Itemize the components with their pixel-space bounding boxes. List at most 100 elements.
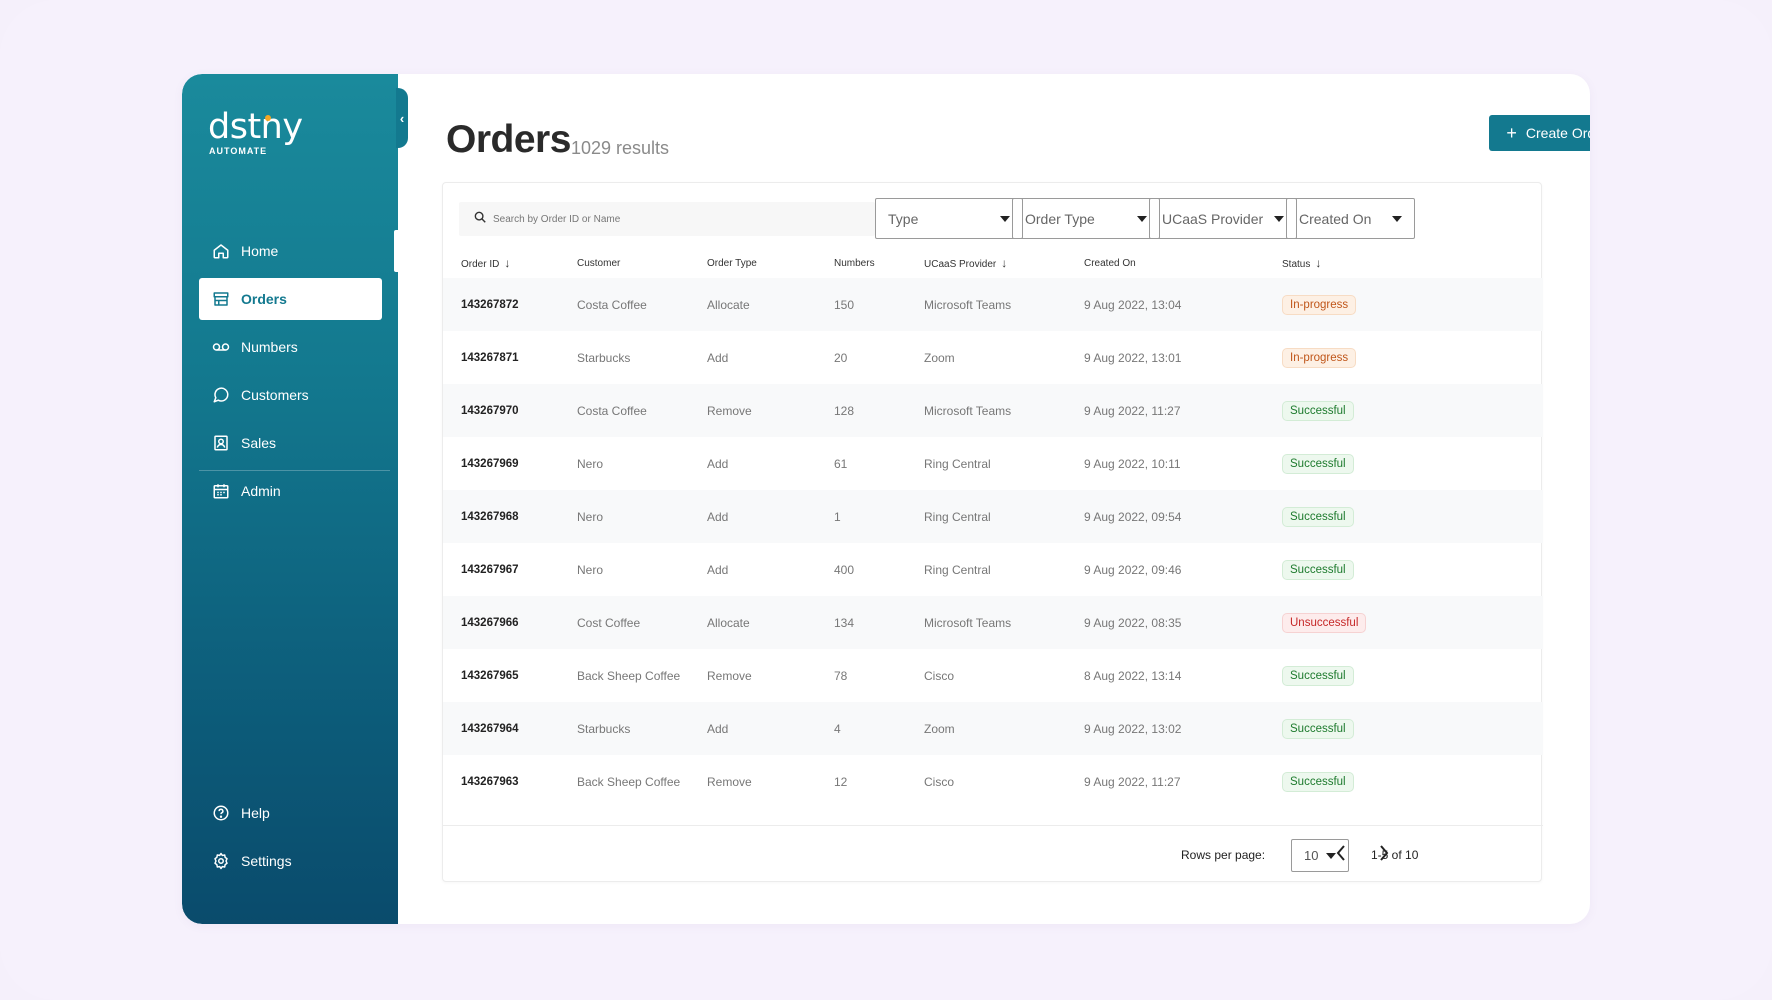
- column-header-label: Customer: [577, 257, 621, 269]
- column-header[interactable]: Status ↓: [1264, 248, 1543, 278]
- sidebar-item-settings[interactable]: Settings: [199, 840, 382, 882]
- status-cell: Successful: [1264, 490, 1543, 543]
- sidebar-item-label: Orders: [241, 291, 287, 307]
- status-cell: Successful: [1264, 437, 1543, 490]
- calendar-icon: [211, 481, 231, 501]
- status-cell: Successful: [1264, 543, 1543, 596]
- order-type-cell: Add: [707, 456, 729, 471]
- customer-cell: Starbucks: [559, 702, 689, 755]
- numbers-cell: 78: [834, 668, 848, 683]
- page-title: Orders: [446, 118, 571, 161]
- sidebar-item-orders[interactable]: Orders: [199, 278, 382, 320]
- status-badge: In-progress: [1282, 347, 1357, 368]
- table-row[interactable]: 143267965 Back Sheep Coffee Remove 78 Cisco 8…: [443, 649, 1543, 702]
- filter-type[interactable]: Type: [875, 198, 1023, 239]
- filter-label: Type: [888, 210, 919, 227]
- order-type-cell: Allocate: [689, 278, 816, 331]
- status-cell: In-progress: [1264, 278, 1543, 331]
- table-row[interactable]: 143267966 Cost Coffee Allocate 134 Microsoft…: [443, 596, 1543, 649]
- sidebar-nav: Home Orders Numbers: [199, 230, 382, 518]
- table-row[interactable]: 143267970 Costa Coffee Remove 128 Microsoft …: [443, 384, 1543, 437]
- rows-per-page-label: Rows per page:: [1181, 848, 1266, 862]
- order-type-cell: Allocate: [689, 596, 816, 649]
- filter-created-on[interactable]: Created On: [1286, 198, 1415, 239]
- created-on-cell: 9 Aug 2022, 10:11: [1084, 456, 1181, 471]
- home-icon: [211, 241, 231, 261]
- order-type-cell: Add: [707, 562, 729, 577]
- status-cell: In-progress: [1264, 331, 1543, 384]
- customer-cell: Back Sheep Coffee: [577, 668, 681, 683]
- provider-cell: Ring Central: [924, 456, 991, 471]
- customer-cell: Costa Coffee: [559, 384, 689, 437]
- sidebar-item-home[interactable]: Home: [199, 230, 382, 272]
- column-header[interactable]: Numbers: [816, 248, 906, 278]
- table-row[interactable]: 143267968 Nero Add 1 Ring Central 9 Aug 2022,…: [443, 490, 1543, 543]
- sort-arrow-icon[interactable]: ↓: [1001, 256, 1008, 270]
- sidebar-item-sales[interactable]: Sales: [199, 422, 382, 464]
- sidebar-item-label: Numbers: [241, 339, 298, 355]
- provider-cell: Zoom: [924, 350, 955, 365]
- customer-cell: Costa Coffee: [559, 278, 689, 331]
- sidebar-item-label: Admin: [241, 483, 281, 499]
- numbers-cell: 134: [816, 596, 906, 649]
- column-header[interactable]: Order ID ↓: [443, 248, 559, 278]
- contact-book-icon: [211, 433, 231, 453]
- order-id-cell: 143267963: [461, 775, 519, 788]
- sidebar-item-customers[interactable]: Customers: [199, 374, 382, 416]
- table-row[interactable]: 143267964 Starbucks Add 4 Zoom 9 Aug 2022, 13…: [443, 702, 1543, 755]
- chevron-left-icon: ‹: [399, 110, 405, 126]
- provider-cell: Microsoft Teams: [906, 596, 1066, 649]
- sidebar-item-admin[interactable]: Admin: [199, 470, 382, 512]
- filter-order-type[interactable]: Order Type: [1012, 198, 1160, 239]
- sidebar-item-label: Settings: [241, 853, 292, 869]
- brand-subtitle: AUTOMATE: [209, 146, 268, 156]
- order-type-cell: Remove: [707, 668, 752, 683]
- table-row[interactable]: 143267967 Nero Add 400 Ring Central 9 Aug 202…: [443, 543, 1543, 596]
- column-header-label: Order ID: [461, 259, 500, 270]
- store-icon: [211, 289, 231, 309]
- created-on-cell: 9 Aug 2022, 11:27: [1084, 774, 1181, 789]
- filter-label: UCaaS Provider: [1162, 210, 1264, 227]
- order-type-cell: Remove: [707, 774, 752, 789]
- sidebar-collapse-button[interactable]: ‹: [396, 88, 408, 148]
- search-box[interactable]: [459, 202, 875, 236]
- status-badge: Successful: [1282, 665, 1354, 686]
- table-row[interactable]: 143267969 Nero Add 61 Ring Central 9 Aug 2022…: [443, 437, 1543, 490]
- provider-cell: Ring Central: [906, 490, 1066, 543]
- sidebar-bottom-nav: Help Settings: [199, 792, 382, 888]
- column-header[interactable]: Created On: [1066, 248, 1264, 278]
- created-on-cell: 9 Aug 2022, 13:01: [1084, 350, 1182, 365]
- column-header[interactable]: UCaaS Provider ↓: [906, 248, 1066, 278]
- table-row[interactable]: 143267872 Costa Coffee Allocate 150 Microsof…: [443, 278, 1543, 331]
- provider-cell: Zoom: [906, 702, 1066, 755]
- create-order-button[interactable]: + Create Order: [1489, 115, 1590, 151]
- sidebar-item-numbers[interactable]: Numbers: [199, 326, 382, 368]
- order-type-cell: Add: [707, 350, 729, 365]
- numbers-cell: 12: [834, 774, 848, 789]
- brand-logo: dstny AUTOMATE: [208, 108, 303, 156]
- created-on-cell: 8 Aug 2022, 13:14: [1084, 668, 1182, 683]
- order-type-cell: Add: [689, 490, 816, 543]
- numbers-cell: 4: [816, 702, 906, 755]
- filter-ucaas-provider[interactable]: UCaaS Provider: [1149, 198, 1297, 239]
- table-row[interactable]: 143267871 Starbucks Add 20 Zoom 9 Aug 2022, 1…: [443, 331, 1543, 384]
- table-footer: Rows per page: 10 1-5 of 10: [443, 825, 1543, 883]
- table-row[interactable]: 143267963 Back Sheep Coffee Remove 12 Cisco 9…: [443, 755, 1543, 808]
- sort-arrow-icon[interactable]: ↓: [1315, 256, 1322, 270]
- provider-cell: Microsoft Teams: [906, 278, 1066, 331]
- search-input[interactable]: [493, 213, 853, 225]
- sidebar-item-help[interactable]: Help: [199, 792, 382, 834]
- column-header-label: Order Type: [707, 257, 757, 269]
- next-page-button[interactable]: [1372, 841, 1396, 869]
- order-id-cell: 143267965: [461, 669, 519, 682]
- rows-per-page-select[interactable]: 10: [1291, 839, 1349, 872]
- caret-down-icon: [1274, 215, 1284, 222]
- column-header[interactable]: Customer: [559, 248, 689, 278]
- column-header[interactable]: Order Type: [689, 248, 816, 278]
- sort-arrow-icon[interactable]: ↓: [504, 256, 511, 270]
- chevron-right-icon: [1379, 844, 1389, 866]
- prev-page-button[interactable]: [1329, 841, 1353, 869]
- status-cell: Successful: [1264, 649, 1543, 702]
- created-on-cell: 9 Aug 2022, 09:54: [1066, 490, 1264, 543]
- status-cell: Successful: [1264, 755, 1543, 808]
